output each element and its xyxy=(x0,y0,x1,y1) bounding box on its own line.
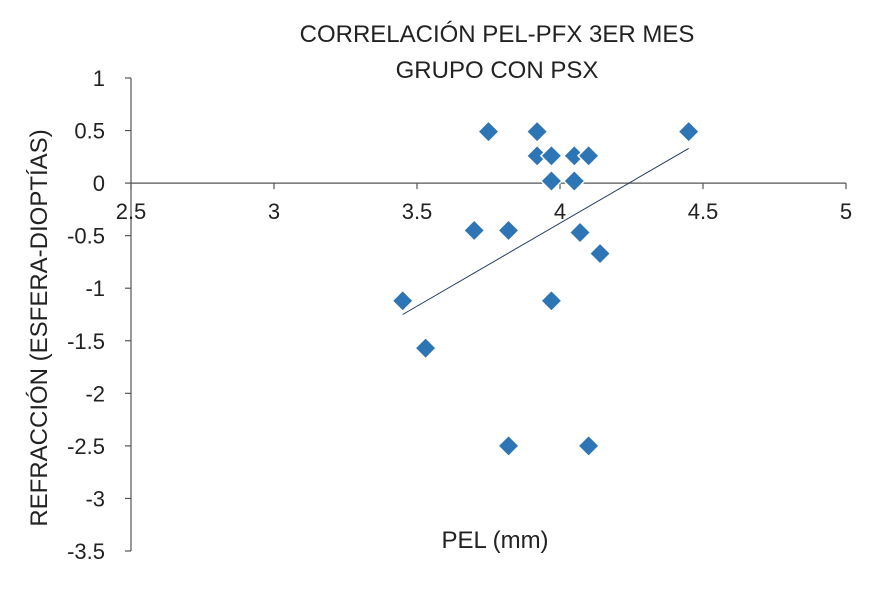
x-tick-label: 3 xyxy=(268,199,280,224)
data-point-marker xyxy=(562,169,586,193)
y-tick-label: 1 xyxy=(93,66,105,91)
y-tick-label: -3.5 xyxy=(67,539,105,564)
data-point-marker xyxy=(476,120,501,144)
data-point-marker xyxy=(568,220,592,245)
data-point-marker xyxy=(391,289,415,313)
y-tick-label: -2 xyxy=(85,381,105,406)
x-tick-label: 4 xyxy=(554,199,566,224)
y-tick-label: -1.5 xyxy=(67,329,105,354)
x-tick-label: 5 xyxy=(840,199,852,224)
data-point-marker xyxy=(539,169,563,193)
x-ticks: 2.5 3 3.5 4 4.5 5 xyxy=(116,183,852,224)
data-point-marker xyxy=(414,336,438,360)
data-point-marker xyxy=(525,120,549,144)
y-tick-label: -2.5 xyxy=(67,434,105,459)
chart-subtitle: GRUPO CON PSX xyxy=(396,57,599,84)
x-tick-label: 2.5 xyxy=(116,199,147,224)
chart-title: CORRELACIÓN PEL-PFX 3ER MES xyxy=(300,21,695,48)
x-tick-label: 3.5 xyxy=(402,199,433,224)
y-tick-label: 0 xyxy=(93,171,105,196)
data-point-marker xyxy=(539,144,563,168)
trend-line xyxy=(402,147,689,315)
data-point-marker xyxy=(577,144,601,168)
y-tick-label: -1 xyxy=(85,276,105,301)
y-tick-label: -3 xyxy=(85,486,105,511)
data-point-marker xyxy=(496,218,521,242)
data-point-marker xyxy=(677,120,701,144)
data-point-marker xyxy=(577,434,601,458)
y-tick-label: -0.5 xyxy=(67,224,105,249)
axes xyxy=(130,78,846,551)
data-point-marker xyxy=(462,218,486,242)
data-point-marker xyxy=(539,289,563,313)
y-axis-label: REFRACCIÓN (ESFERA-DIOPTÍAS) xyxy=(26,129,53,526)
x-axis-label: PEL (mm) xyxy=(441,527,548,554)
data-point-marker xyxy=(496,434,521,458)
x-tick-label: 4.5 xyxy=(688,199,719,224)
y-tick-label: 0.5 xyxy=(74,119,105,144)
y-ticks: 1 0.5 0 -0.5 -1 -1.5 -2 -2.5 -3 -3.5 xyxy=(67,66,131,564)
data-point-marker xyxy=(588,241,612,266)
data-points xyxy=(391,120,701,458)
